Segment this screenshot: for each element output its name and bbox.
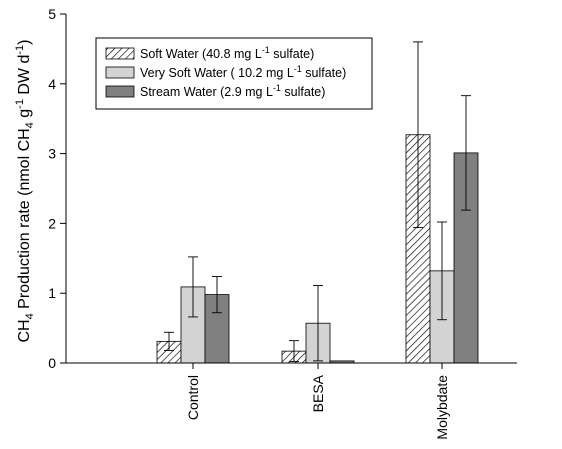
- plot-area: 0 1 2 3 4 5 Control BESA Molybdate: [48, 6, 517, 440]
- error-bar: [212, 275, 222, 314]
- legend-swatch: [105, 66, 135, 79]
- legend-label: Stream Water (2.9 mg L-1 sulfate): [140, 83, 325, 99]
- x-tick-label: Molybdate: [434, 375, 450, 440]
- legend-swatch: [105, 47, 135, 60]
- y-tick-label: 5: [48, 6, 56, 22]
- error-bar: [188, 256, 198, 318]
- y-tick-label: 3: [48, 146, 56, 162]
- error-bar: [461, 95, 471, 211]
- y-tick-label: 1: [48, 285, 56, 301]
- y-tick-label: 0: [48, 355, 56, 371]
- error-bar: [437, 221, 447, 321]
- error-bar: [289, 340, 299, 363]
- y-tick-label: 4: [48, 76, 56, 92]
- legend-label: Soft Water (40.8 mg L-1 sulfate): [140, 45, 314, 61]
- x-tick-label: Control: [185, 375, 201, 420]
- y-tick-label: 2: [48, 215, 56, 231]
- legend: Soft Water (40.8 mg L-1 sulfate) Very Sof…: [95, 37, 373, 110]
- y-axis-label: CH4 Production rate (nmol CH4 g-1 DW d-1…: [14, 39, 36, 342]
- x-tick-label: BESA: [310, 374, 326, 412]
- legend-swatch: [105, 85, 135, 98]
- error-bar: [164, 331, 174, 351]
- legend-box: [95, 37, 373, 110]
- legend-label: Very Soft Water ( 10.2 mg L-1 sulfate): [140, 64, 346, 80]
- error-bar: [413, 41, 423, 229]
- error-bar: [313, 285, 323, 362]
